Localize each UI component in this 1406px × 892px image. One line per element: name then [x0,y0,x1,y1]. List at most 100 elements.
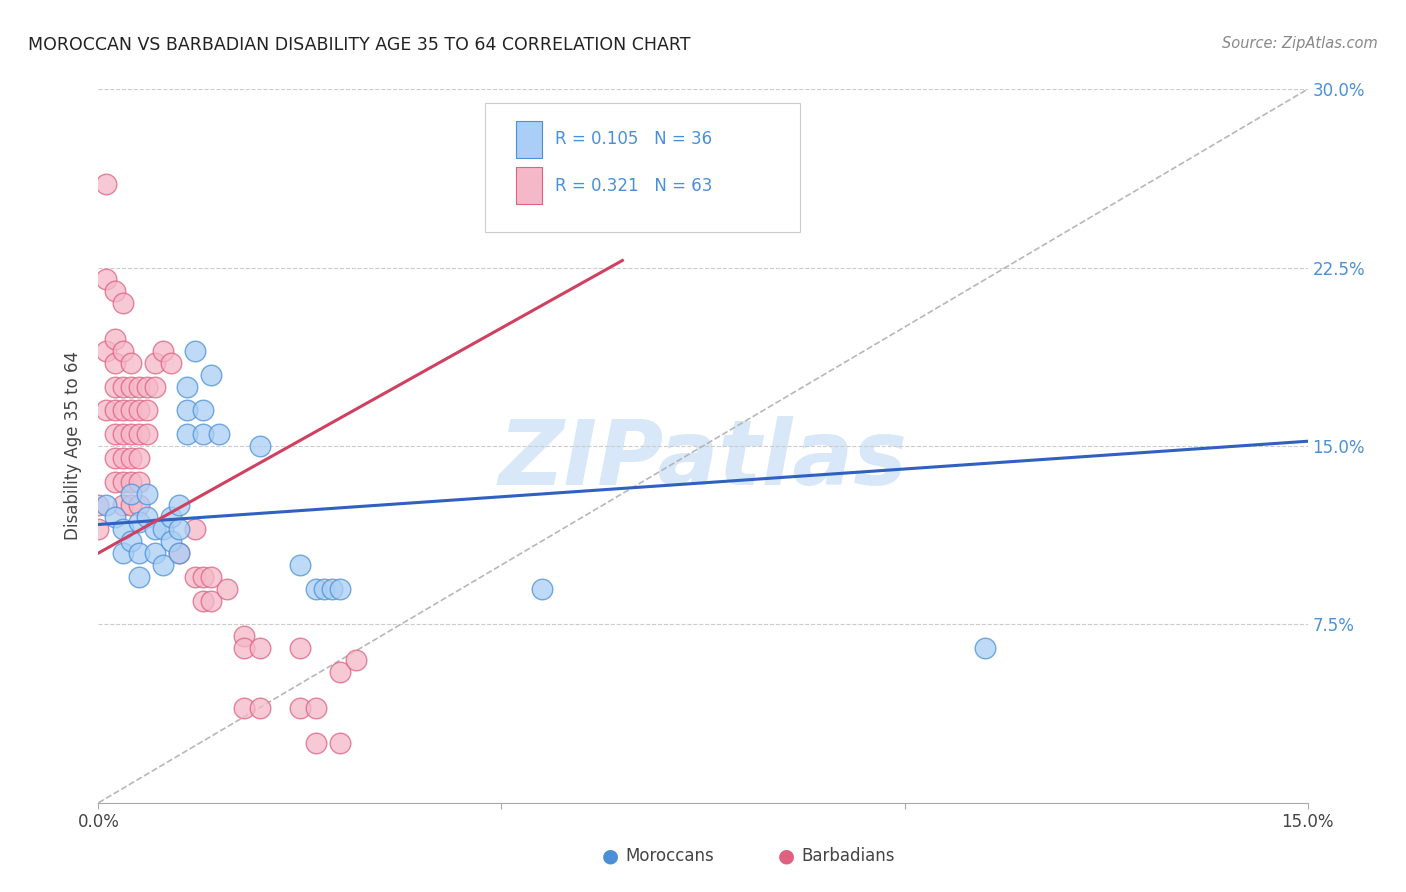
Point [249,641,271,656]
Point [167,546,190,560]
Point [103,450,125,465]
Point [120,450,142,465]
Point [96,343,118,358]
Text: MOROCCAN VS BARBADIAN DISABILITY AGE 35 TO 64 CORRELATION CHART: MOROCCAN VS BARBADIAN DISABILITY AGE 35 … [28,36,690,54]
Point [128,450,150,465]
Point [329,582,352,596]
Point [96,178,118,192]
Point [200,570,222,584]
Point [103,285,125,299]
Point [120,427,142,442]
Point [120,403,142,417]
Point [184,343,207,358]
Point [120,356,142,370]
Text: Moroccans: Moroccans [626,847,714,865]
Point [111,450,134,465]
Point [128,570,150,584]
Point [208,427,231,442]
Point [314,582,336,596]
Point [120,475,142,489]
Point [143,379,166,393]
Point [193,427,215,442]
Point [176,403,198,417]
Point [128,499,150,513]
Point [120,486,142,500]
Point [103,475,125,489]
Point [135,510,157,524]
Point [232,629,254,643]
Point [217,582,239,596]
Text: Source: ZipAtlas.com: Source: ZipAtlas.com [1222,36,1378,51]
Point [128,546,150,560]
Text: R = 0.105   N = 36: R = 0.105 N = 36 [555,130,713,148]
Point [184,570,207,584]
Point [96,403,118,417]
Point [128,515,150,529]
Point [120,499,142,513]
Point [143,356,166,370]
Point [96,272,118,286]
Point [103,427,125,442]
Point [111,379,134,393]
Point [160,356,183,370]
Point [111,403,134,417]
Point [167,499,190,513]
Point [160,510,183,524]
Point [193,593,215,607]
Bar [516,167,543,204]
Point [305,736,328,750]
Point [103,510,125,524]
Y-axis label: Disability Age 35 to 64: Disability Age 35 to 64 [65,351,83,541]
Point [167,522,190,536]
Text: Barbadians: Barbadians [801,847,896,865]
Point [135,427,157,442]
Point [152,558,174,572]
Point [329,736,352,750]
Point [143,522,166,536]
Point [321,582,343,596]
Point [135,486,157,500]
Point [120,534,142,549]
Point [167,546,190,560]
Text: R = 0.321   N = 63: R = 0.321 N = 63 [555,177,713,194]
Point [249,439,271,453]
Point [160,534,183,549]
Point [193,570,215,584]
Point [128,403,150,417]
Text: ZIPatlas: ZIPatlas [499,417,907,504]
Point [128,427,150,442]
Point [176,427,198,442]
Point [111,343,134,358]
Point [200,593,222,607]
Point [288,558,311,572]
Point [143,546,166,560]
Point [128,475,150,489]
Point [87,499,110,513]
Point [176,379,198,393]
Point [128,379,150,393]
Point [184,522,207,536]
Point [135,379,157,393]
Point [111,499,134,513]
Point [111,475,134,489]
Text: ●: ● [602,847,619,866]
Point [288,700,311,714]
Point [305,700,328,714]
Point [103,332,125,346]
Point [193,403,215,417]
Point [96,499,118,513]
Point [305,582,328,596]
Point [974,641,997,656]
Point [103,356,125,370]
Point [135,403,157,417]
FancyBboxPatch shape [485,103,800,232]
Point [329,665,352,679]
Point [87,522,110,536]
Point [111,427,134,442]
Point [103,403,125,417]
Point [111,546,134,560]
Point [103,379,125,393]
Bar [516,120,543,158]
Point [530,582,553,596]
Point [232,641,254,656]
